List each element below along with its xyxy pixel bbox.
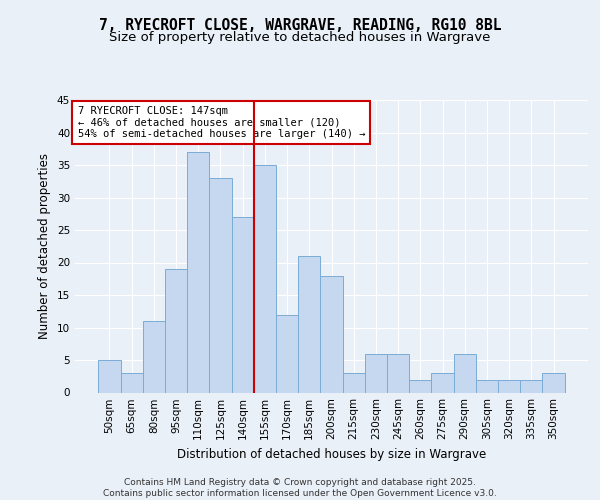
Bar bbox=[542, 373, 565, 392]
Bar bbox=[343, 373, 365, 392]
Bar bbox=[187, 152, 209, 392]
Bar bbox=[520, 380, 542, 392]
Bar bbox=[254, 165, 276, 392]
Bar bbox=[143, 321, 165, 392]
Bar bbox=[320, 276, 343, 392]
Bar bbox=[476, 380, 498, 392]
X-axis label: Distribution of detached houses by size in Wargrave: Distribution of detached houses by size … bbox=[177, 448, 486, 461]
Bar bbox=[431, 373, 454, 392]
Text: Size of property relative to detached houses in Wargrave: Size of property relative to detached ho… bbox=[109, 31, 491, 44]
Bar bbox=[165, 269, 187, 392]
Bar bbox=[409, 380, 431, 392]
Text: 7 RYECROFT CLOSE: 147sqm
← 46% of detached houses are smaller (120)
54% of semi-: 7 RYECROFT CLOSE: 147sqm ← 46% of detach… bbox=[77, 106, 365, 139]
Bar bbox=[387, 354, 409, 393]
Bar bbox=[454, 354, 476, 393]
Y-axis label: Number of detached properties: Number of detached properties bbox=[38, 153, 52, 340]
Bar bbox=[209, 178, 232, 392]
Bar bbox=[98, 360, 121, 392]
Bar bbox=[298, 256, 320, 392]
Text: 7, RYECROFT CLOSE, WARGRAVE, READING, RG10 8BL: 7, RYECROFT CLOSE, WARGRAVE, READING, RG… bbox=[99, 18, 501, 32]
Text: Contains HM Land Registry data © Crown copyright and database right 2025.
Contai: Contains HM Land Registry data © Crown c… bbox=[103, 478, 497, 498]
Bar bbox=[121, 373, 143, 392]
Bar bbox=[365, 354, 387, 393]
Bar bbox=[498, 380, 520, 392]
Bar bbox=[276, 314, 298, 392]
Bar bbox=[232, 217, 254, 392]
